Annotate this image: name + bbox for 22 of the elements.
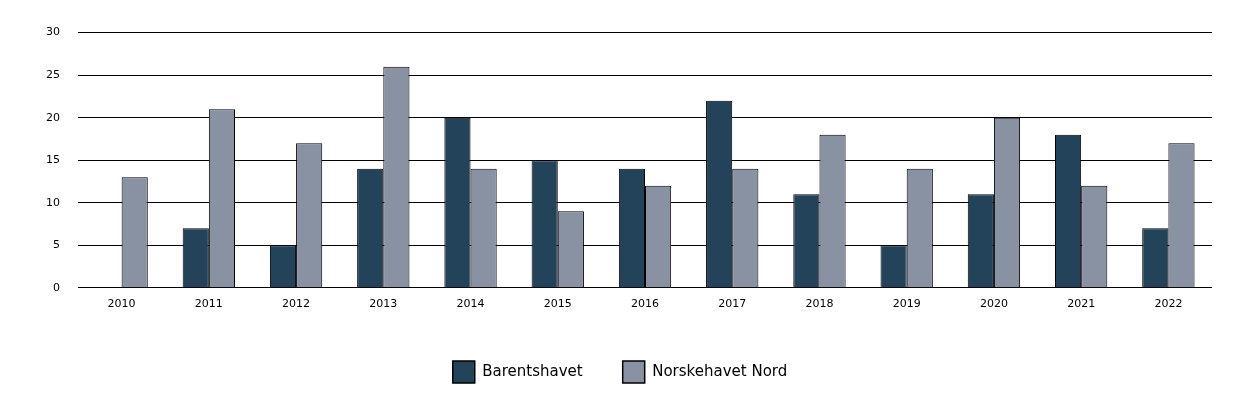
x-tick-label: 2012 [282, 297, 311, 311]
y-tick-label: 25 [46, 67, 60, 81]
y-tick-label: 30 [46, 25, 60, 39]
x-tick-label: 2021 [1067, 297, 1096, 311]
legend-label: Barentshavet [482, 361, 583, 380]
y-tick-label: 20 [46, 110, 60, 124]
x-tick-label: 2014 [456, 297, 485, 311]
x-tick-label: 2011 [194, 297, 223, 311]
x-tick-label: 2022 [1154, 297, 1183, 311]
y-tick-label: 15 [46, 153, 60, 167]
y-tick-label: 10 [46, 195, 60, 209]
y-tick-label: 0 [53, 280, 60, 294]
x-tick-label: 2015 [543, 297, 572, 311]
x-tick-label: 2019 [892, 297, 921, 311]
x-tick-label: 2013 [369, 297, 398, 311]
x-tick-label: 2018 [805, 297, 834, 311]
legend-label: Norskehavet Nord [652, 361, 788, 380]
y-tick-label: 5 [53, 238, 60, 252]
x-tick-label: 2017 [718, 297, 747, 311]
x-tick-label: 2010 [107, 297, 136, 311]
x-tick-label: 2020 [979, 297, 1008, 311]
x-tick-label: 2016 [631, 297, 659, 311]
